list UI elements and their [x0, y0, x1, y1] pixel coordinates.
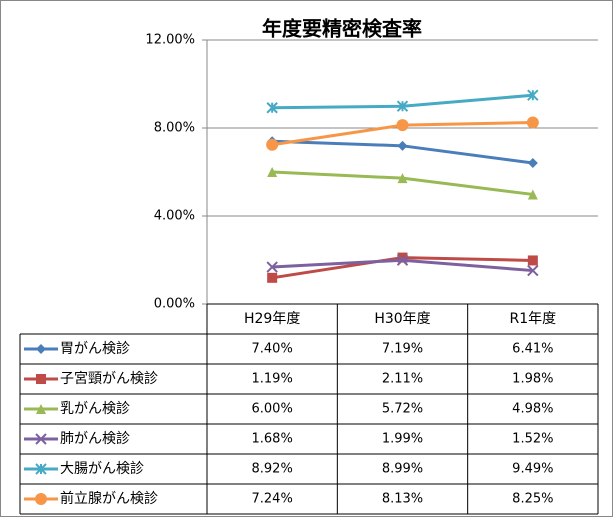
marker: [396, 100, 409, 112]
marker: [527, 157, 538, 168]
y-tick-label: 0.00%: [154, 297, 195, 312]
x-tick-label: H29年度: [244, 311, 300, 327]
marker: [397, 140, 408, 151]
table-value: 1.19%: [252, 372, 293, 387]
marker: [35, 463, 47, 475]
table-value: 8.25%: [512, 492, 553, 507]
y-tick-label: 8.00%: [154, 121, 195, 136]
table-value: 5.72%: [382, 402, 423, 417]
y-tick-label: 12.00%: [145, 33, 195, 48]
table-value: 9.49%: [512, 462, 553, 477]
legend-label: 前立腺がん検診: [60, 490, 158, 507]
x-tick-label: H30年度: [374, 311, 430, 327]
marker: [397, 173, 408, 184]
marker: [36, 344, 46, 354]
table-value: 7.24%: [252, 492, 293, 507]
table-value: 7.19%: [382, 342, 423, 357]
table-value: 1.98%: [512, 372, 553, 387]
marker: [266, 138, 279, 151]
table-value: 7.40%: [252, 342, 293, 357]
marker: [36, 404, 46, 414]
table-value: 8.99%: [382, 462, 423, 477]
table-value: 1.52%: [512, 432, 553, 447]
legend-label: 大腸がん検診: [60, 461, 144, 477]
marker: [35, 433, 47, 445]
marker: [267, 167, 278, 177]
table-value: 1.68%: [252, 432, 293, 447]
marker: [527, 189, 538, 200]
legend-label: 子宮頸がん検診: [60, 371, 158, 387]
legend-label: 肺がん検診: [60, 431, 130, 447]
marker: [266, 102, 278, 114]
table-value: 2.11%: [382, 372, 423, 387]
marker: [527, 264, 539, 277]
marker: [267, 272, 278, 283]
legend-label: 乳がん検診: [60, 401, 130, 417]
marker: [396, 254, 409, 266]
marker: [397, 252, 408, 263]
y-tick-label: 4.00%: [154, 209, 195, 224]
marker: [526, 116, 539, 129]
marker: [527, 255, 538, 266]
table-value: 8.92%: [252, 462, 293, 477]
marker: [527, 89, 539, 101]
marker: [35, 493, 47, 505]
table-value: 6.00%: [252, 402, 293, 417]
table-value: 1.99%: [382, 432, 423, 447]
marker: [396, 119, 409, 132]
table-value: 8.13%: [382, 492, 423, 507]
x-tick-label: R1年度: [510, 311, 557, 327]
table-value: 4.98%: [512, 402, 553, 417]
table-value: 6.41%: [512, 342, 553, 357]
chart-title: 年度要精密検査率: [262, 17, 422, 41]
marker: [36, 374, 46, 384]
marker: [266, 261, 278, 273]
legend-label: 胃がん検診: [60, 341, 130, 357]
